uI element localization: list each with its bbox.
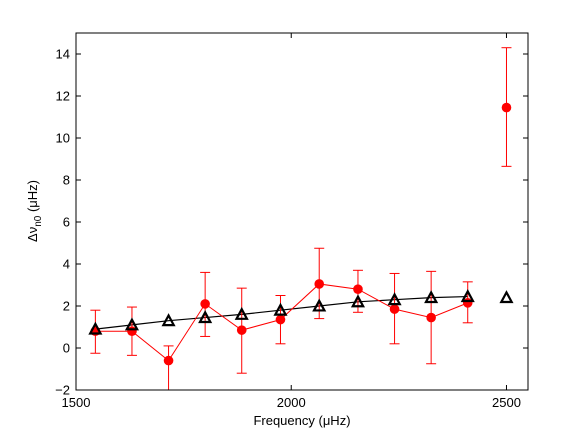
black-data-point [198, 310, 213, 324]
x-tick-label: 1500 [62, 395, 91, 410]
y-axis-label-main: Δν [25, 227, 40, 242]
red-data-point [236, 325, 247, 335]
y-tick-label: 12 [56, 89, 70, 104]
plot-group [88, 47, 514, 390]
y-axis-label-subscript: n0 [33, 215, 44, 227]
y-tick-label: −2 [55, 383, 70, 398]
red-data-point [275, 314, 286, 325]
black-data-point [387, 292, 402, 306]
black-data-point [499, 290, 514, 304]
red-data-point [314, 279, 325, 289]
red-data-point [200, 299, 210, 309]
y-tick-label: 4 [63, 257, 70, 272]
black-data-point [424, 290, 439, 304]
axes-box [75, 32, 529, 391]
y-tick-label: 10 [56, 131, 70, 146]
red-data-point [426, 312, 436, 323]
y-tick-label: 6 [63, 215, 70, 230]
ticks-group: 1500 2000 2500 −2 0 2 4 6 8 10 12 14 [55, 33, 528, 410]
red-data-point [353, 284, 363, 295]
y-tick-label: 14 [56, 47, 70, 62]
red-data-point [501, 102, 512, 113]
plot-clipped [88, 47, 514, 390]
red-data-point [163, 355, 174, 366]
black-data-point [350, 294, 366, 308]
y-tick-label: 0 [63, 341, 70, 356]
y-tick-label: 2 [63, 299, 70, 314]
y-axis-label-unit: (μHz) [25, 180, 40, 216]
y-axis-label: Δνn0 (μHz) [25, 180, 44, 242]
x-tick-label: 2000 [277, 395, 306, 410]
black-data-point [312, 298, 327, 312]
black-data-point [88, 321, 103, 335]
x-tick-label: 2500 [492, 395, 521, 410]
x-axis-label: Frequency (μHz) [253, 413, 350, 428]
black-data-point [273, 302, 288, 316]
black-data-point [161, 313, 176, 327]
y-tick-label: 8 [63, 173, 70, 188]
black-data-point [234, 306, 249, 320]
black-data-point [460, 289, 475, 303]
red-data-point [389, 304, 400, 314]
black-data-point [124, 317, 140, 331]
